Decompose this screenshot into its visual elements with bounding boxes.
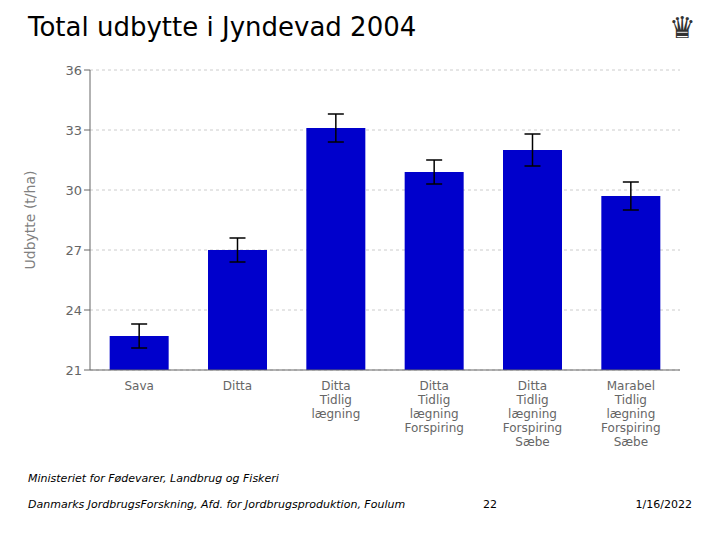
html-text:Ministeriet for Fødevarer, Lan: Ministeriet for Fødevarer, Landbrug og F… [28, 472, 279, 485]
html-text:Total udbytte i Jyndevad 2004: Total udbytte i Jyndevad 2004 [28, 12, 417, 42]
svg-text:MarabelTidliglægningForspiring: MarabelTidliglægningForspiringSæbe [601, 379, 660, 449]
svg-text:27: 27 [65, 243, 82, 258]
html-text:22: 22 [483, 498, 497, 511]
svg-text:21: 21 [65, 363, 82, 378]
svg-text:Ditta: Ditta [223, 379, 252, 393]
svg-text:33: 33 [65, 123, 82, 138]
html-text:1/16/2022: 1/16/2022 [635, 498, 692, 511]
svg-text:DittaTidliglægningForspiring: DittaTidliglægningForspiring [404, 379, 463, 435]
svg-text:36: 36 [65, 63, 82, 78]
svg-text:Udbytte (t/ha): Udbytte (t/ha) [22, 171, 38, 270]
svg-text:DittaTidliglægningForspiringSæ: DittaTidliglægningForspiringSæbe [503, 379, 562, 449]
html-text:Danmarks JordbrugsForskning, A: Danmarks JordbrugsForskning, Afd. for Jo… [28, 498, 406, 511]
svg-text:30: 30 [65, 183, 82, 198]
svg-text:24: 24 [65, 303, 82, 318]
svg-text:Sava: Sava [124, 379, 153, 393]
svg-text:DittaTidliglægning: DittaTidliglægning [311, 379, 360, 421]
